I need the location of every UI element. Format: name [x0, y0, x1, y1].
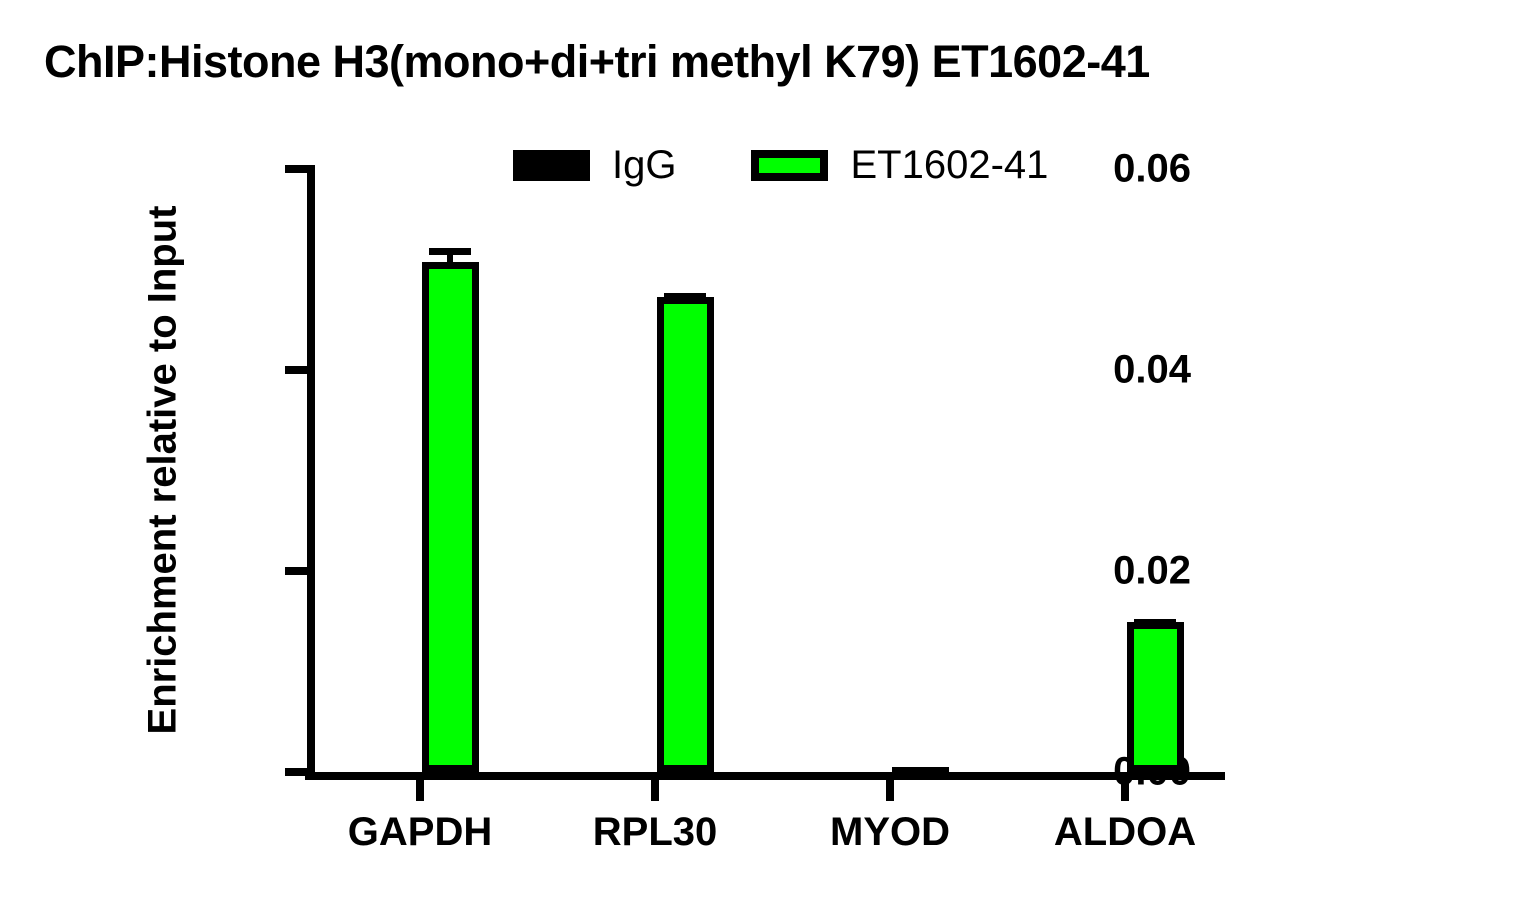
- x-tick-label-myod: MYOD: [830, 810, 950, 854]
- y-tick-0.06: [285, 165, 307, 173]
- bar-gapdh-et1602-41: [421, 261, 479, 772]
- y-tick-label-0.02: 0.02: [1113, 548, 1191, 593]
- error-bar-cap-gapdh: [429, 247, 471, 255]
- chart-legend: IgG ET1602-41: [513, 143, 1048, 188]
- bar-rpl30-et1602-41: [656, 296, 714, 772]
- legend-item-et1602-41[interactable]: ET1602-41: [751, 143, 1048, 188]
- y-tick-0.02: [285, 567, 307, 575]
- plot-area: Enrichment relative to Input 0.06 0.04 0…: [141, 147, 1225, 854]
- bar-aldoa-et1602-41: [1126, 622, 1184, 772]
- y-tick-0.04: [285, 366, 307, 374]
- error-bar-line-gapdh: [447, 247, 453, 262]
- y-axis-spine: [307, 165, 315, 775]
- bar-myod-et1602-41: [891, 766, 949, 772]
- x-axis-spine: [305, 772, 1225, 780]
- y-tick-label-0.06: 0.06: [1113, 146, 1191, 191]
- error-bar-cap-aldoa: [1134, 618, 1176, 626]
- legend-swatch-et1602-41: [751, 150, 829, 181]
- y-tick-label-0.04: 0.04: [1113, 347, 1191, 392]
- legend-label-igg: IgG: [612, 143, 677, 187]
- x-tick-rpl30: [651, 776, 659, 801]
- x-tick-label-gapdh: GAPDH: [347, 810, 493, 854]
- legend-label-et1602-41: ET1602-41: [850, 143, 1049, 187]
- x-tick-aldoa: [1121, 776, 1129, 801]
- y-axis-title: Enrichment relative to Input: [140, 205, 185, 735]
- x-tick-myod: [886, 776, 894, 801]
- x-tick-gapdh: [416, 776, 424, 801]
- x-tick-label-aldoa: ALDOA: [1053, 810, 1197, 854]
- legend-swatch-igg: [513, 150, 590, 181]
- x-tick-label-rpl30: RPL30: [592, 810, 718, 854]
- y-tick-0.00: [285, 768, 307, 776]
- error-bar-cap-rpl30: [664, 292, 706, 300]
- legend-item-igg[interactable]: IgG: [513, 143, 676, 188]
- page-title: ChIP:Histone H3(mono+di+tri methyl K79) …: [44, 36, 1150, 87]
